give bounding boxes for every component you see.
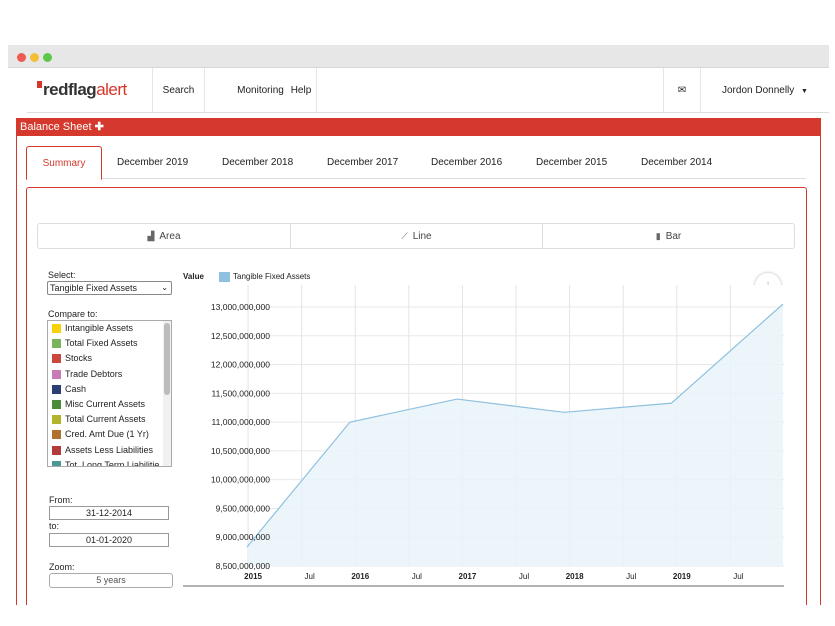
envelope-icon: ✉ <box>677 85 687 96</box>
compare-item[interactable]: Cred. Amt Due (1 Yr) <box>48 427 171 442</box>
to-label: to: <box>49 521 60 531</box>
close-window-button[interactable] <box>17 53 26 62</box>
plus-icon: ✚ <box>94 121 104 133</box>
compare-item-label: Total Fixed Assets <box>65 338 138 349</box>
nav-monitoring[interactable]: Monitoring <box>204 68 316 113</box>
legend-series-name[interactable]: Tangible Fixed Assets <box>233 272 311 281</box>
maximize-window-button[interactable] <box>43 53 52 62</box>
color-swatch <box>52 384 61 394</box>
tab-december-2018[interactable]: December 2018 <box>222 157 294 168</box>
tab-december-2019[interactable]: December 2019 <box>117 157 189 168</box>
minimize-window-button[interactable] <box>30 53 39 62</box>
redflagalert-logo[interactable]: redflagalert <box>37 80 127 100</box>
area-chart-button[interactable]: ▟ Area <box>147 231 181 242</box>
bar-chart-icon: ▮ <box>655 231 661 241</box>
section-title: Balance Sheet <box>20 121 92 133</box>
period-tabs: Summary December 2019 December 2018 Dece… <box>26 146 806 180</box>
compare-item-label: Trade Debtors <box>65 368 123 379</box>
scrollbar-thumb[interactable] <box>164 323 170 395</box>
compare-item-label: Intangible Assets <box>65 323 134 333</box>
color-swatch <box>52 430 61 440</box>
compare-item-label: Stocks <box>65 353 93 364</box>
top-navbar: redflagalert Search Monitoring Help ✉ Jo… <box>27 68 829 113</box>
user-menu[interactable]: Jordon Donnelly ▼ <box>701 68 829 113</box>
tab-december-2016[interactable]: December 2016 <box>431 157 503 168</box>
compare-listbox[interactable]: Intangible Assets Total Fixed Assets Stock… <box>47 320 172 467</box>
compare-item[interactable]: Assets Less Liabilities <box>48 443 171 458</box>
nav-search[interactable]: Search <box>152 68 204 113</box>
tab-december-2014[interactable]: December 2014 <box>641 157 713 168</box>
compare-item-label: Misc Current Assets <box>65 398 146 409</box>
legend-swatch <box>219 272 230 282</box>
compare-item-label: Total Current Assets <box>65 414 146 425</box>
line-chart-button[interactable]: ⟋ Line <box>290 224 542 248</box>
listbox-scrollbar[interactable] <box>163 321 171 466</box>
nav-help[interactable]: Help <box>290 85 312 96</box>
compare-item-label: Assets Less Liabilities <box>65 444 154 455</box>
compare-label: Compare to: <box>48 309 98 319</box>
balance-sheet-header[interactable]: Balance Sheet ✚ <box>16 118 821 136</box>
user-name: Jordon Donnelly <box>722 85 795 96</box>
color-swatch <box>52 445 61 455</box>
download-icon: ⤓ <box>765 280 771 292</box>
compare-item-label: Tot. Long Term Liabilitie <box>65 459 160 467</box>
messages-button[interactable]: ✉ <box>663 68 701 113</box>
color-swatch <box>52 324 61 333</box>
compare-item[interactable]: Total Current Assets <box>48 412 171 427</box>
balance-sheet-panel <box>16 136 821 605</box>
bar-chart-button[interactable]: ▮ Bar <box>542 224 794 248</box>
line-chart-icon: ⟋ <box>401 231 408 241</box>
color-swatch <box>52 369 61 379</box>
compare-item-label: Cred. Amt Due (1 Yr) <box>65 429 149 440</box>
compare-item[interactable]: Total Fixed Assets <box>48 336 171 351</box>
chevron-down-icon: ⌄ <box>161 283 168 292</box>
compare-item[interactable]: Trade Debtors <box>48 367 171 382</box>
color-swatch <box>52 460 61 466</box>
summary-content <box>26 187 807 605</box>
color-swatch <box>52 415 61 425</box>
compare-item[interactable]: Tot. Long Term Liabilitie <box>48 458 171 467</box>
download-chart-button[interactable]: ⤓ <box>755 273 781 299</box>
window-titlebar <box>8 45 829 68</box>
chart-type-selector: ▟ Area ⟋ Line ▮ Bar <box>37 223 795 249</box>
compare-item[interactable]: Intangible Assets <box>48 321 171 336</box>
color-swatch <box>52 354 61 364</box>
metric-select[interactable]: Tangible Fixed Assets ⌄ <box>47 281 172 295</box>
compare-item[interactable]: Cash <box>48 382 171 397</box>
zoom-select[interactable]: 5 years <box>49 573 173 588</box>
compare-item[interactable]: Stocks <box>48 351 171 366</box>
from-label: From: <box>49 495 73 505</box>
flag-icon <box>37 81 42 88</box>
color-swatch <box>52 399 61 409</box>
y-axis-title: Value <box>183 272 204 281</box>
to-date-input[interactable]: 01-01-2020 <box>49 533 169 547</box>
nav-divider <box>316 68 317 113</box>
area-chart-icon: ▟ <box>147 231 155 241</box>
from-date-input[interactable]: 31-12-2014 <box>49 506 169 520</box>
tab-summary[interactable]: Summary <box>26 146 102 180</box>
compare-item[interactable]: Misc Current Assets <box>48 397 171 412</box>
select-label: Select: <box>48 270 76 280</box>
compare-item-label: Cash <box>65 383 87 394</box>
caret-down-icon: ▼ <box>801 88 808 95</box>
zoom-label: Zoom: <box>49 562 75 572</box>
tab-december-2017[interactable]: December 2017 <box>327 157 399 168</box>
tab-december-2015[interactable]: December 2015 <box>536 157 608 168</box>
color-swatch <box>52 339 61 349</box>
